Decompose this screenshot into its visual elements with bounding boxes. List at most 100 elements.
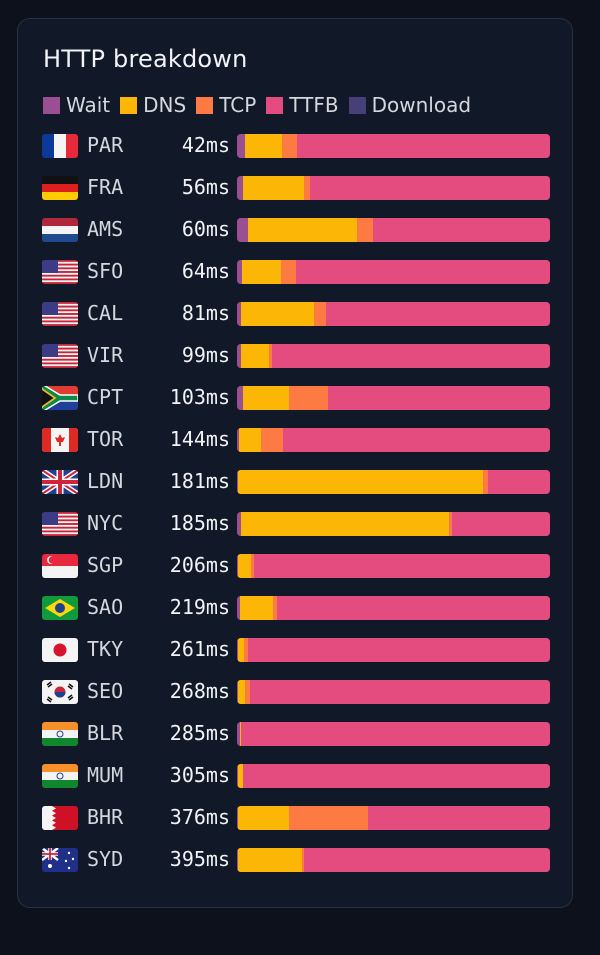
- stacked-bar: [237, 596, 550, 620]
- bar-segment-ttfb: [452, 512, 550, 536]
- location-code: VIR: [87, 343, 124, 367]
- bar-segment-dns: [237, 680, 245, 704]
- total-time-label: 285ms: [169, 721, 230, 745]
- flag-za-icon: [42, 386, 78, 410]
- bar-segment-ttfb: [487, 470, 550, 494]
- bar-row-bhr: BHR 376ms: [18, 803, 574, 831]
- total-time-label: 42ms: [181, 133, 230, 157]
- bar-segment-ttfb: [277, 596, 550, 620]
- bar-row-tor: TOR 144ms: [18, 425, 574, 453]
- location-code: TKY: [87, 637, 124, 661]
- location-code: SEO: [87, 679, 124, 703]
- bar-row-mum: MUM 305ms: [18, 761, 574, 789]
- total-time-label: 99ms: [181, 343, 230, 367]
- flag-jp-icon: [42, 638, 78, 662]
- bar-row-cal: CAL 81ms: [18, 299, 574, 327]
- bar-segment-dns: [238, 470, 483, 494]
- bar-row-cpt: CPT 103ms: [18, 383, 574, 411]
- bar-segment-ttfb: [249, 680, 550, 704]
- bar-segment-wait: [237, 260, 242, 284]
- location-code: BLR: [87, 721, 124, 745]
- bar-segment-ttfb: [303, 848, 550, 872]
- flag-fr-icon: [42, 134, 78, 158]
- bar-row-vir: VIR 99ms: [18, 341, 574, 369]
- total-time-label: 60ms: [181, 217, 230, 241]
- legend-swatch: [43, 96, 60, 114]
- chart-title: HTTP breakdown: [43, 45, 248, 73]
- bar-segment-ttfb: [254, 554, 550, 578]
- bar-segment-wait: [237, 134, 246, 158]
- location-code: AMS: [87, 217, 124, 241]
- legend-item-wait: Wait: [43, 93, 110, 117]
- bar-segment-dns: [237, 638, 245, 662]
- bar-segment-wait: [237, 596, 240, 620]
- bar-segment-wait: [237, 218, 248, 242]
- flag-us-icon: [42, 302, 78, 326]
- bar-segment-tcp: [313, 302, 327, 326]
- bar-segment-wait: [237, 512, 241, 536]
- total-time-label: 64ms: [181, 259, 230, 283]
- bar-segment-wait: [237, 848, 238, 872]
- bar-segment-dns: [242, 260, 281, 284]
- bar-segment-wait: [237, 386, 243, 410]
- bar-segment-ttfb: [295, 260, 550, 284]
- bar-segment-dns: [242, 176, 305, 200]
- total-time-label: 305ms: [169, 763, 230, 787]
- bar-segment-ttfb: [327, 386, 550, 410]
- stacked-bar: [237, 176, 550, 200]
- bar-segment-dns: [239, 596, 273, 620]
- bar-segment-tcp: [244, 680, 250, 704]
- total-time-label: 181ms: [169, 469, 230, 493]
- bar-segment-wait: [237, 806, 238, 830]
- flag-ca-icon: [42, 428, 78, 452]
- stacked-bar: [237, 218, 550, 242]
- flag-in-icon: [42, 764, 78, 788]
- location-code: CPT: [87, 385, 124, 409]
- flag-nl-icon: [42, 218, 78, 242]
- flag-bh-icon: [42, 806, 78, 830]
- total-time-label: 261ms: [169, 637, 230, 661]
- flag-br-icon: [42, 596, 78, 620]
- stacked-bar: [237, 260, 550, 284]
- bar-segment-dns: [237, 554, 252, 578]
- stacked-bar: [237, 722, 550, 746]
- location-code: LDN: [87, 469, 124, 493]
- flag-gb-icon: [42, 470, 78, 494]
- bar-segment-wait: [237, 638, 238, 662]
- flag-us-icon: [42, 260, 78, 284]
- bar-row-blr: BLR 285ms: [18, 719, 574, 747]
- bar-segment-wait: [237, 176, 243, 200]
- bar-segment-dns: [237, 848, 302, 872]
- legend-label: DNS: [143, 93, 187, 117]
- legend-swatch: [120, 96, 138, 114]
- bar-segment-tcp: [301, 848, 304, 872]
- bar-segment-tcp: [482, 470, 488, 494]
- total-time-label: 376ms: [169, 805, 230, 829]
- bar-row-sao: SAO 219ms: [18, 593, 574, 621]
- location-code: TOR: [87, 427, 124, 451]
- bar-segment-dns: [240, 512, 449, 536]
- bar-segment-tcp: [251, 554, 255, 578]
- bar-segment-tcp: [244, 638, 248, 662]
- total-time-label: 103ms: [169, 385, 230, 409]
- legend-item-dns: DNS: [120, 93, 186, 117]
- bar-segment-ttfb: [247, 638, 550, 662]
- bar-segment-tcp: [288, 386, 328, 410]
- stacked-bar: [237, 848, 550, 872]
- bar-row-ams: AMS 60ms: [18, 215, 574, 243]
- total-time-label: 81ms: [181, 301, 230, 325]
- bar-segment-dns: [247, 218, 357, 242]
- total-time-label: 144ms: [169, 427, 230, 451]
- stacked-bar: [237, 428, 550, 452]
- bar-segment-dns: [245, 134, 283, 158]
- flag-au-icon: [42, 848, 78, 872]
- bar-segment-wait: [237, 680, 238, 704]
- bar-segment-ttfb: [272, 344, 550, 368]
- location-code: BHR: [87, 805, 124, 829]
- bar-row-fra: FRA 56ms: [18, 173, 574, 201]
- flag-in-icon: [42, 722, 78, 746]
- location-code: MUM: [87, 763, 124, 787]
- bar-segment-tcp: [268, 344, 273, 368]
- bar-segment-tcp: [448, 512, 453, 536]
- bar-row-tky: TKY 261ms: [18, 635, 574, 663]
